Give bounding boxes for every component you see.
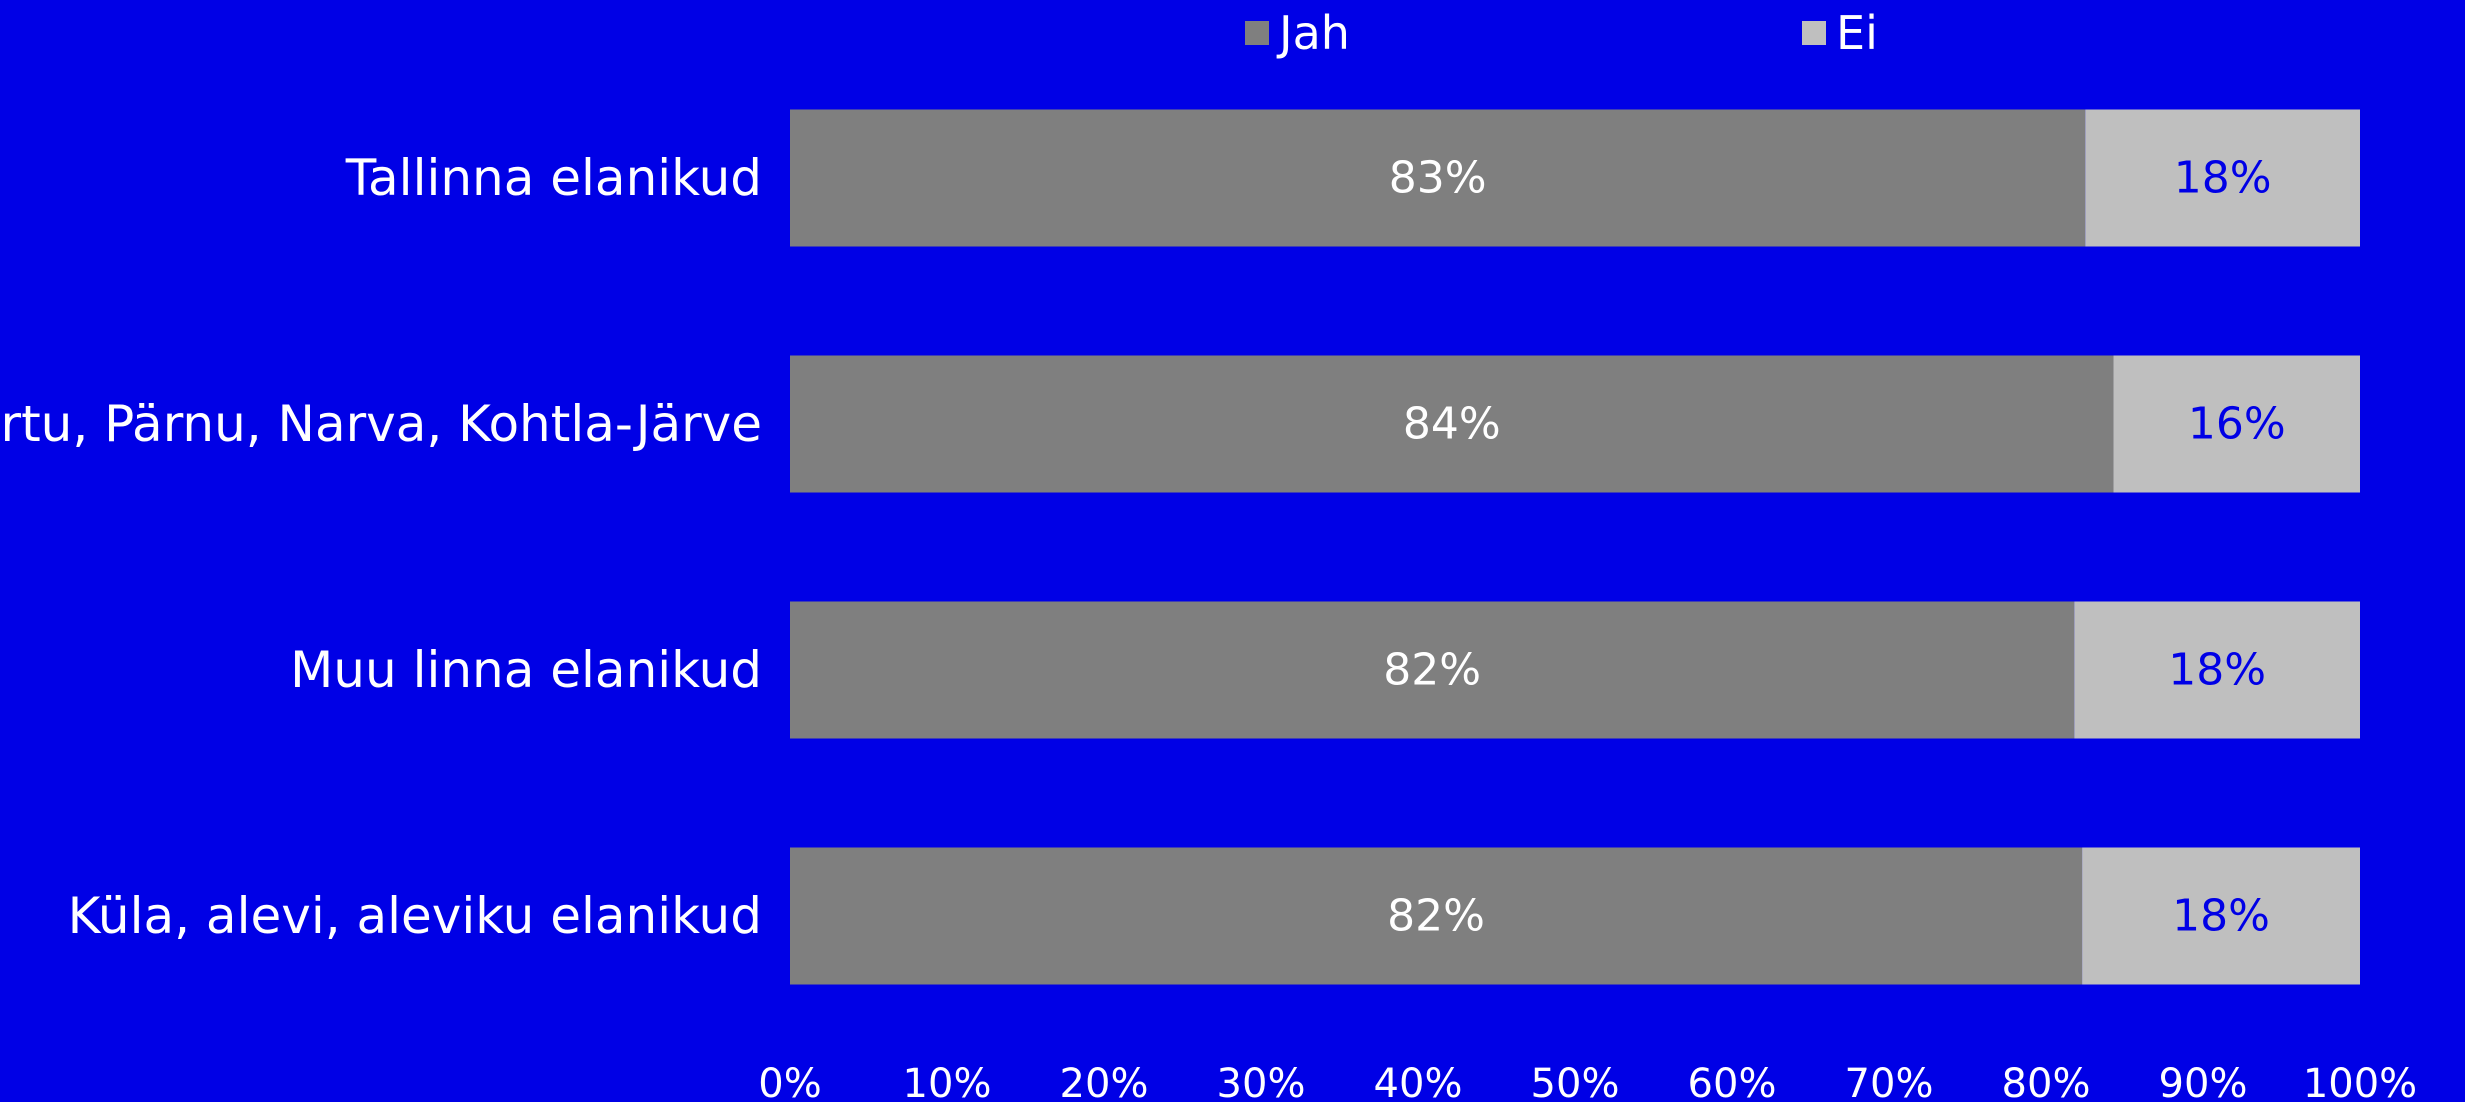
- data-label-jah-3: 82%: [1387, 891, 1485, 942]
- x-tick-label-9: 90%: [2159, 1061, 2248, 1102]
- x-tick-label-3: 30%: [1217, 1061, 1306, 1102]
- category-labels: Tallinna elanikud Tartu, Pärnu, Narva, Ko…: [0, 149, 762, 945]
- x-tick-label-7: 70%: [1845, 1061, 1934, 1102]
- bar-jah-2: [790, 601, 2075, 739]
- x-tick-label-1: 10%: [903, 1061, 992, 1102]
- bar-ei-0: [2085, 109, 2360, 247]
- x-tick-label-4: 40%: [1374, 1061, 1463, 1102]
- data-label-ei-3: 18%: [2172, 891, 2270, 942]
- category-label-3: Küla, alevi, aleviku elanikud: [68, 887, 762, 945]
- data-label-ei-0: 18%: [2174, 153, 2272, 204]
- bar-ei-2: [2074, 601, 2360, 739]
- bar-jah-0: [790, 109, 2086, 247]
- x-tick-label-0: 0%: [758, 1061, 821, 1102]
- category-label-0: Tallinna elanikud: [345, 149, 762, 207]
- legend-swatch-ei: [1802, 21, 1826, 45]
- bar-ei-3: [2082, 847, 2360, 985]
- legend-label-ei: Ei: [1836, 6, 1878, 60]
- x-tick-label-6: 60%: [1688, 1061, 1777, 1102]
- x-tick-label-2: 20%: [1060, 1061, 1149, 1102]
- x-tick-label-5: 50%: [1531, 1061, 1620, 1102]
- x-tick-label-8: 80%: [2002, 1061, 2091, 1102]
- x-axis-tick-labels: 0% 10% 20% 30% 40% 50% 60% 70% 80% 90% 100%: [758, 1061, 2417, 1102]
- data-label-jah-1: 84%: [1403, 399, 1501, 450]
- bar-jah-3: [790, 847, 2083, 985]
- x-tick-label-10: 100%: [2303, 1061, 2417, 1102]
- chart-bars: 83% 18% 84% 16% 82% 18% 82% 18%: [790, 109, 2360, 985]
- legend-swatch-jah: [1245, 21, 1269, 45]
- data-label-ei-1: 16%: [2188, 399, 2286, 450]
- bar-ei-1: [2113, 355, 2360, 493]
- chart-legend: Jah Ei: [1245, 6, 1878, 60]
- data-label-jah-0: 83%: [1389, 153, 1487, 204]
- bar-jah-1: [790, 355, 2114, 493]
- data-label-jah-2: 82%: [1383, 645, 1481, 696]
- legend-label-jah: Jah: [1276, 6, 1350, 60]
- category-label-2: Muu linna elanikud: [290, 641, 762, 699]
- category-label-1: Tartu, Pärnu, Narva, Kohtla-Järve: [0, 395, 762, 453]
- data-label-ei-2: 18%: [2168, 645, 2266, 696]
